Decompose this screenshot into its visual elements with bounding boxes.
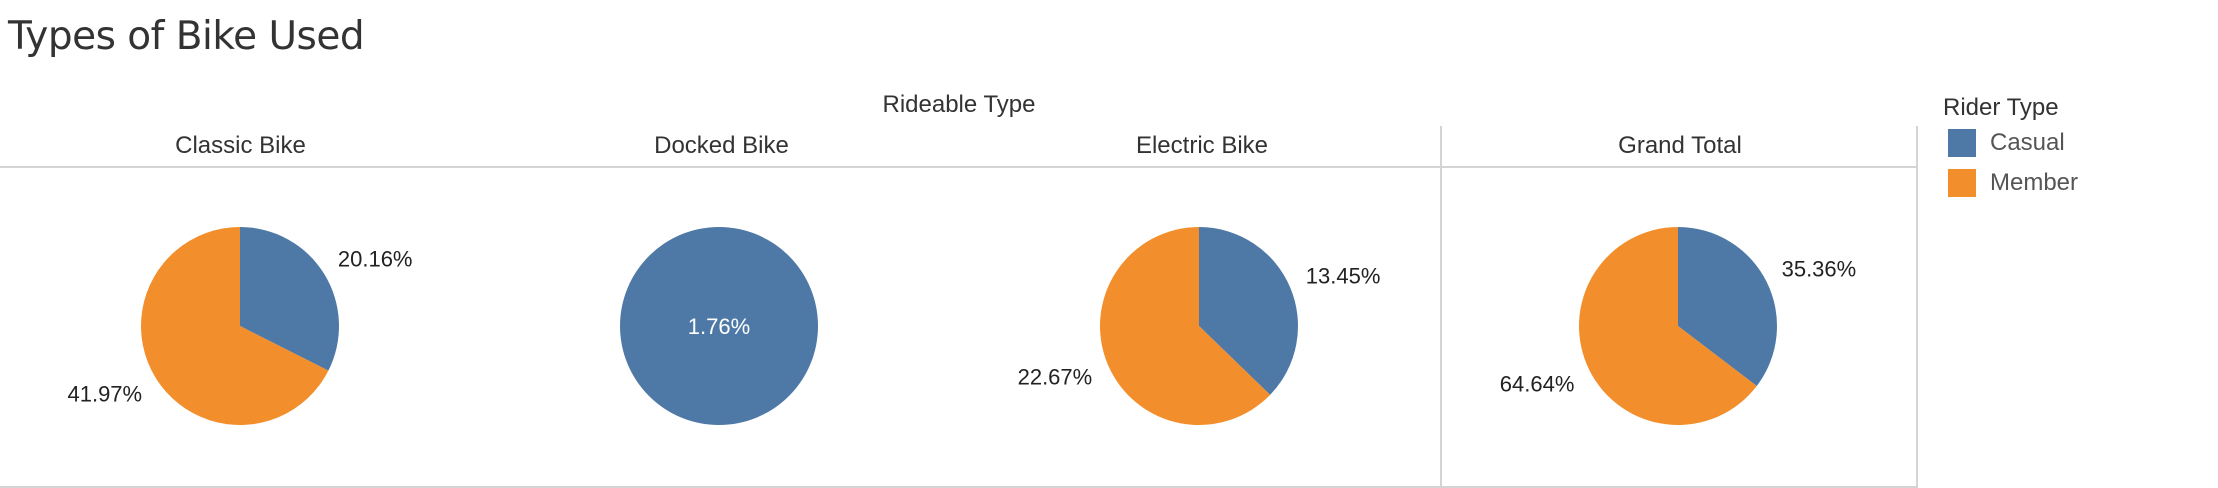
bottom-border <box>0 486 1918 488</box>
pie-label-docked-bike-casual: 1.76% <box>688 314 750 339</box>
chart-title: Types of Bike Used <box>8 14 365 59</box>
legend-item-casual[interactable]: Casual <box>1948 128 2065 158</box>
pie-slice-grand-total-casual[interactable] <box>1678 227 1777 386</box>
pie-label-electric-bike-casual: 13.45% <box>1306 264 1381 289</box>
pie-slice-electric-bike-member[interactable] <box>1100 227 1271 426</box>
pie-slice-docked-bike-casual[interactable] <box>620 227 818 425</box>
grand-total-divider <box>1440 126 1442 488</box>
legend-swatch-casual <box>1948 129 1976 157</box>
right-border <box>1916 126 1918 488</box>
legend-label-member: Member <box>1990 169 2079 196</box>
pie-slice-grand-total-member[interactable] <box>1578 227 1757 425</box>
panel-header-grand-total: Grand Total <box>1618 132 1742 159</box>
panel-header-docked-bike: Docked Bike <box>654 132 789 159</box>
legend-swatch-member <box>1948 169 1976 197</box>
pie-slice-classic-bike-member[interactable] <box>141 226 329 425</box>
pie-label-grand-total-member: 64.64% <box>1500 371 1575 396</box>
pie-label-classic-bike-casual: 20.16% <box>338 246 413 271</box>
pie-slice-electric-bike-casual[interactable] <box>1199 227 1298 395</box>
legend-label-casual: Casual <box>1990 129 2065 156</box>
pie-label-classic-bike-member: 41.97% <box>67 382 142 407</box>
panel-header-classic-bike: Classic Bike <box>175 132 306 159</box>
legend-item-member[interactable]: Member <box>1948 168 2078 198</box>
pie-label-electric-bike-member: 22.67% <box>1018 364 1093 389</box>
column-group-header: Rideable Type <box>882 91 1036 118</box>
pie-label-grand-total-casual: 35.36% <box>1782 257 1857 282</box>
panel-header-electric-bike: Electric Bike <box>1135 132 1269 159</box>
legend-title: Rider Type <box>1943 94 2059 121</box>
pie-slice-classic-bike-casual[interactable] <box>240 227 339 371</box>
header-divider <box>0 166 1918 168</box>
